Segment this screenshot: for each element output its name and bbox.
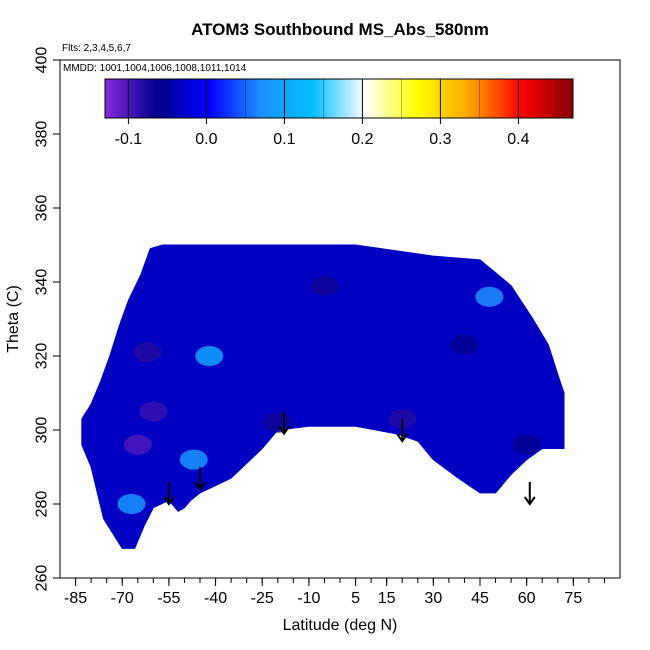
field-anomaly [310,275,339,296]
y-axis-label: Theta (C) [5,285,22,353]
x-tick-label: -40 [204,590,227,607]
colorbar-tick-label: 0.4 [507,131,529,148]
field-anomaly [133,342,162,363]
x-tick-label: 45 [471,590,489,607]
y-tick-label: 360 [34,195,51,222]
field-anomaly [179,449,208,470]
flights-note: Flts: 2,3,4,5,6,7 [62,43,131,54]
colorbar-tick-label: 0.2 [351,131,373,148]
field-anomaly [512,434,541,455]
x-tick-label: 15 [378,590,396,607]
colorbar-tick-label: 0.1 [273,131,295,148]
x-tick-label: -70 [111,590,134,607]
colorbar: -0.1 0.0 0.1 0.2 0.3 0.4 [104,78,574,148]
colorbar-tick-label: 0.0 [195,131,217,148]
x-tick-label: 30 [424,590,442,607]
field-layer [81,244,565,549]
field-anomaly [195,346,224,366]
field-domain [81,245,565,549]
field-anomaly [117,494,146,514]
tropopause-arrows [163,411,536,506]
tropopause-arrow-head [194,481,206,491]
colorbar-tick-label: -0.1 [115,131,143,148]
x-tick-label: 5 [351,590,360,607]
y-tick-label: 300 [34,417,51,444]
y-tick-label: 400 [34,47,51,74]
field-anomaly [139,401,168,422]
field-anomaly [475,286,504,307]
tropopause-arrow-head [163,496,175,506]
field-anomaly [450,334,479,355]
x-tick-label: -85 [64,590,87,607]
y-tick-label: 340 [34,269,51,296]
x-tick-label: -10 [297,590,320,607]
y-tick-label: 380 [34,121,51,148]
field-anomaly [388,408,417,429]
colorbar-tick-label: 0.3 [429,131,451,148]
tropopause-arrow-head [396,433,409,443]
field-anomaly [123,434,152,455]
x-tick-label: 75 [564,590,582,607]
x-tick-label: -55 [157,590,180,607]
colorbar-rect [104,78,574,119]
x-tick-label: -25 [251,590,274,607]
tropopause-arrow-head [278,426,290,436]
y-tick-label: 280 [34,491,51,518]
y-axis: 260 280 300 320 340 360 380 400 [34,47,60,592]
x-axis-label: Latitude (deg N) [283,617,398,634]
field-domain-outline [81,244,565,549]
tropopause-arrow-head [523,496,536,506]
y-tick-label: 320 [34,343,51,370]
y-tick-label: 260 [34,565,51,592]
chart-title: ATOM3 Southbound MS_Abs_580nm [191,20,489,39]
dates-note: MMDD: 1001,1004,1006,1008,1011,1014 [63,63,247,74]
x-tick-label: 60 [518,590,536,607]
x-axis: -85 -70 -55 -40 -25 -10 5 15 30 45 60 75 [64,578,605,607]
